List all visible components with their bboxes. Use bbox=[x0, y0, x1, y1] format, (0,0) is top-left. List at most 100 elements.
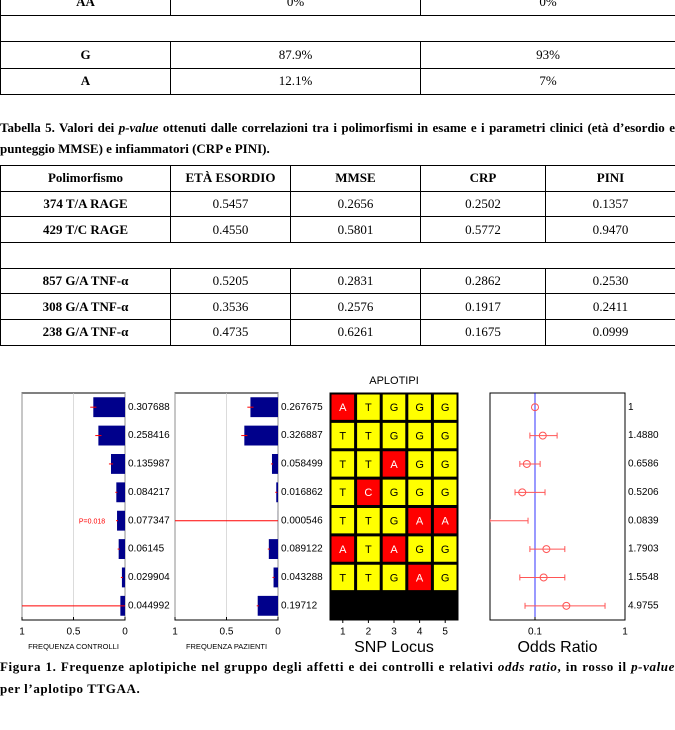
cell bbox=[357, 536, 380, 562]
table-cell: 0.6261 bbox=[290, 319, 421, 346]
cell bbox=[331, 593, 355, 619]
cell bbox=[357, 422, 380, 449]
bar bbox=[98, 425, 125, 446]
cell-letter: T bbox=[365, 430, 372, 442]
x-tick-label: 0 bbox=[122, 627, 128, 638]
table-cell: 0.2530 bbox=[545, 267, 675, 295]
table-cell: 7% bbox=[420, 67, 675, 95]
table-cell: 0.2411 bbox=[545, 293, 675, 321]
cell bbox=[357, 593, 380, 619]
cell bbox=[433, 394, 457, 420]
table-row: AA 0% 0% bbox=[0, 0, 675, 16]
cell-letter: G bbox=[415, 459, 424, 471]
value-label: 0.5206 bbox=[628, 487, 659, 498]
caption-text: Tabella 5. Valori dei bbox=[0, 120, 119, 135]
panel-frame bbox=[489, 392, 626, 621]
table-cell: 0.1675 bbox=[420, 319, 546, 346]
cell-letter: C bbox=[364, 487, 372, 499]
cell-letter: G bbox=[390, 516, 399, 528]
bar bbox=[93, 397, 125, 418]
cell-letter: T bbox=[339, 459, 346, 471]
bar bbox=[268, 539, 278, 559]
cell-letter: T bbox=[339, 572, 346, 584]
cell-letter: A bbox=[390, 544, 398, 556]
cell-letter: A bbox=[390, 459, 398, 471]
table: Polimorfismo ETÀ ESORDIO MMSE CRP PINI 374 T/… bbox=[0, 165, 675, 346]
table-cell: 0% bbox=[420, 0, 675, 16]
table-row: 374 T/A RAGE 0.5457 0.2656 0.2502 0.1357 bbox=[0, 190, 675, 218]
bar bbox=[273, 567, 278, 588]
cell bbox=[382, 508, 406, 534]
value-label: 0.044992 bbox=[128, 600, 170, 611]
table-cell: 0.9470 bbox=[545, 216, 675, 244]
value-label: 0.258416 bbox=[128, 430, 170, 441]
table-cell: 0.4735 bbox=[170, 319, 291, 346]
x-tick-label: 0.1 bbox=[528, 627, 542, 638]
table-cell: 93% bbox=[420, 41, 675, 69]
table-cell: 0.2831 bbox=[290, 267, 421, 295]
cell bbox=[433, 451, 457, 477]
value-label: 0.016862 bbox=[281, 487, 323, 498]
table-cell: 0.5205 bbox=[170, 267, 291, 295]
cell bbox=[382, 451, 406, 477]
table-cell: AA bbox=[0, 0, 171, 16]
cell-letter: A bbox=[339, 402, 347, 414]
cell bbox=[408, 508, 431, 534]
cell-letter: G bbox=[415, 402, 424, 414]
marker bbox=[542, 545, 551, 554]
caption-text: , in rosso il bbox=[557, 659, 632, 674]
value-label: 0.029904 bbox=[128, 572, 170, 583]
cell bbox=[357, 508, 380, 534]
bar bbox=[110, 454, 125, 474]
x-tick-label: 1 bbox=[340, 627, 346, 638]
cell bbox=[408, 593, 431, 619]
cell bbox=[433, 593, 457, 619]
cell-letter: T bbox=[339, 487, 346, 499]
table-cell: 0.4550 bbox=[170, 216, 291, 244]
cell-letter: G bbox=[415, 544, 424, 556]
caption-text: p-value bbox=[118, 120, 159, 135]
value-label: 4.9755 bbox=[628, 600, 659, 611]
cell bbox=[331, 451, 355, 477]
cell-letter: G bbox=[441, 572, 450, 584]
cell-letter: G bbox=[441, 402, 450, 414]
cell bbox=[408, 451, 431, 477]
bar bbox=[116, 482, 125, 503]
marker bbox=[531, 403, 539, 412]
table-cell: 0.1917 bbox=[420, 293, 546, 321]
cell-letter: A bbox=[339, 544, 347, 556]
cell bbox=[331, 564, 355, 591]
bar bbox=[118, 539, 125, 559]
value-label: 1.4880 bbox=[628, 430, 659, 441]
cell bbox=[357, 451, 380, 477]
value-label: 0.19712 bbox=[281, 600, 318, 611]
value-label: 0.084217 bbox=[128, 487, 170, 498]
table-row: 238 G/A TNF-α 0.4735 0.6261 0.1675 0.0999 bbox=[0, 319, 675, 346]
table-cell: 0.5772 bbox=[420, 216, 546, 244]
cell-letter: G bbox=[415, 487, 424, 499]
cell bbox=[357, 394, 380, 420]
cell bbox=[408, 394, 431, 420]
cell-letter: A bbox=[416, 516, 424, 528]
cell bbox=[408, 564, 431, 591]
x-tick-label: 3 bbox=[391, 627, 397, 638]
caption-text: per l’aplotipo TTGAA. bbox=[0, 681, 141, 696]
cell bbox=[357, 564, 380, 591]
value-label: 0.077347 bbox=[128, 515, 170, 526]
cell bbox=[382, 394, 406, 420]
caption-text: odds ratio bbox=[497, 659, 558, 674]
x-tick-label: 1 bbox=[622, 627, 628, 638]
table-cell: 374 T/A RAGE bbox=[0, 190, 171, 218]
value-label: 0.267675 bbox=[281, 402, 323, 413]
table-cell: G bbox=[0, 41, 171, 69]
x-axis-label: FREQUENZA PAZIENTI bbox=[186, 642, 267, 651]
table-cell: 0.2502 bbox=[420, 190, 546, 218]
value-label: 1.5548 bbox=[628, 572, 659, 583]
header-row: Polimorfismo ETÀ ESORDIO MMSE CRP PINI bbox=[0, 165, 675, 192]
x-tick-label: 0.5 bbox=[67, 627, 81, 638]
cell bbox=[382, 422, 406, 449]
bar bbox=[117, 510, 125, 531]
header-cell: MMSE bbox=[290, 165, 421, 192]
value-label: 0.043288 bbox=[281, 572, 323, 583]
